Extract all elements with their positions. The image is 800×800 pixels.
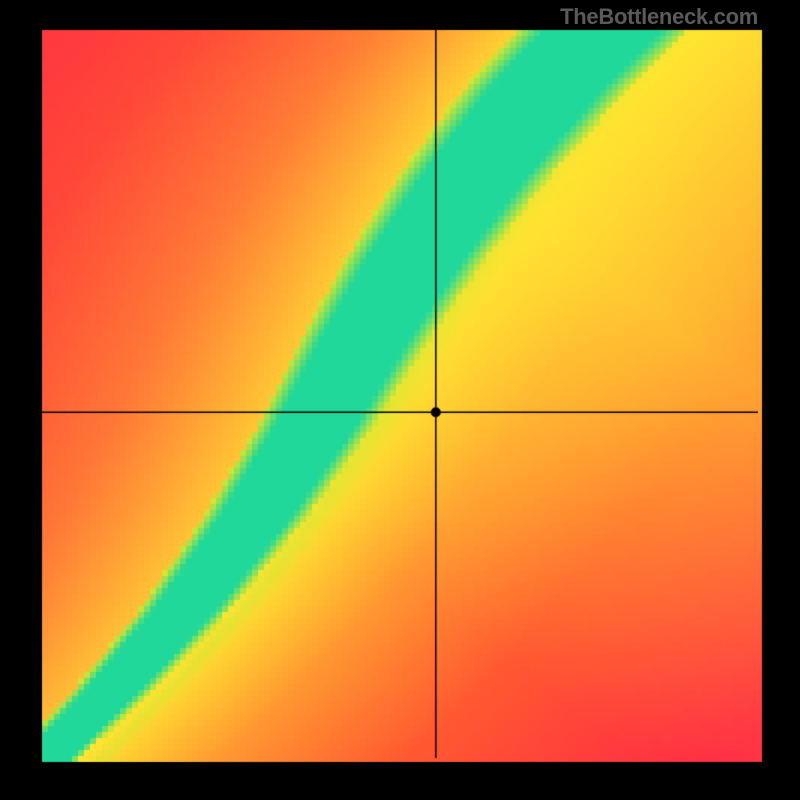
bottleneck-heatmap [0,0,800,800]
watermark-text: TheBottleneck.com [560,4,758,30]
chart-container: TheBottleneck.com [0,0,800,800]
